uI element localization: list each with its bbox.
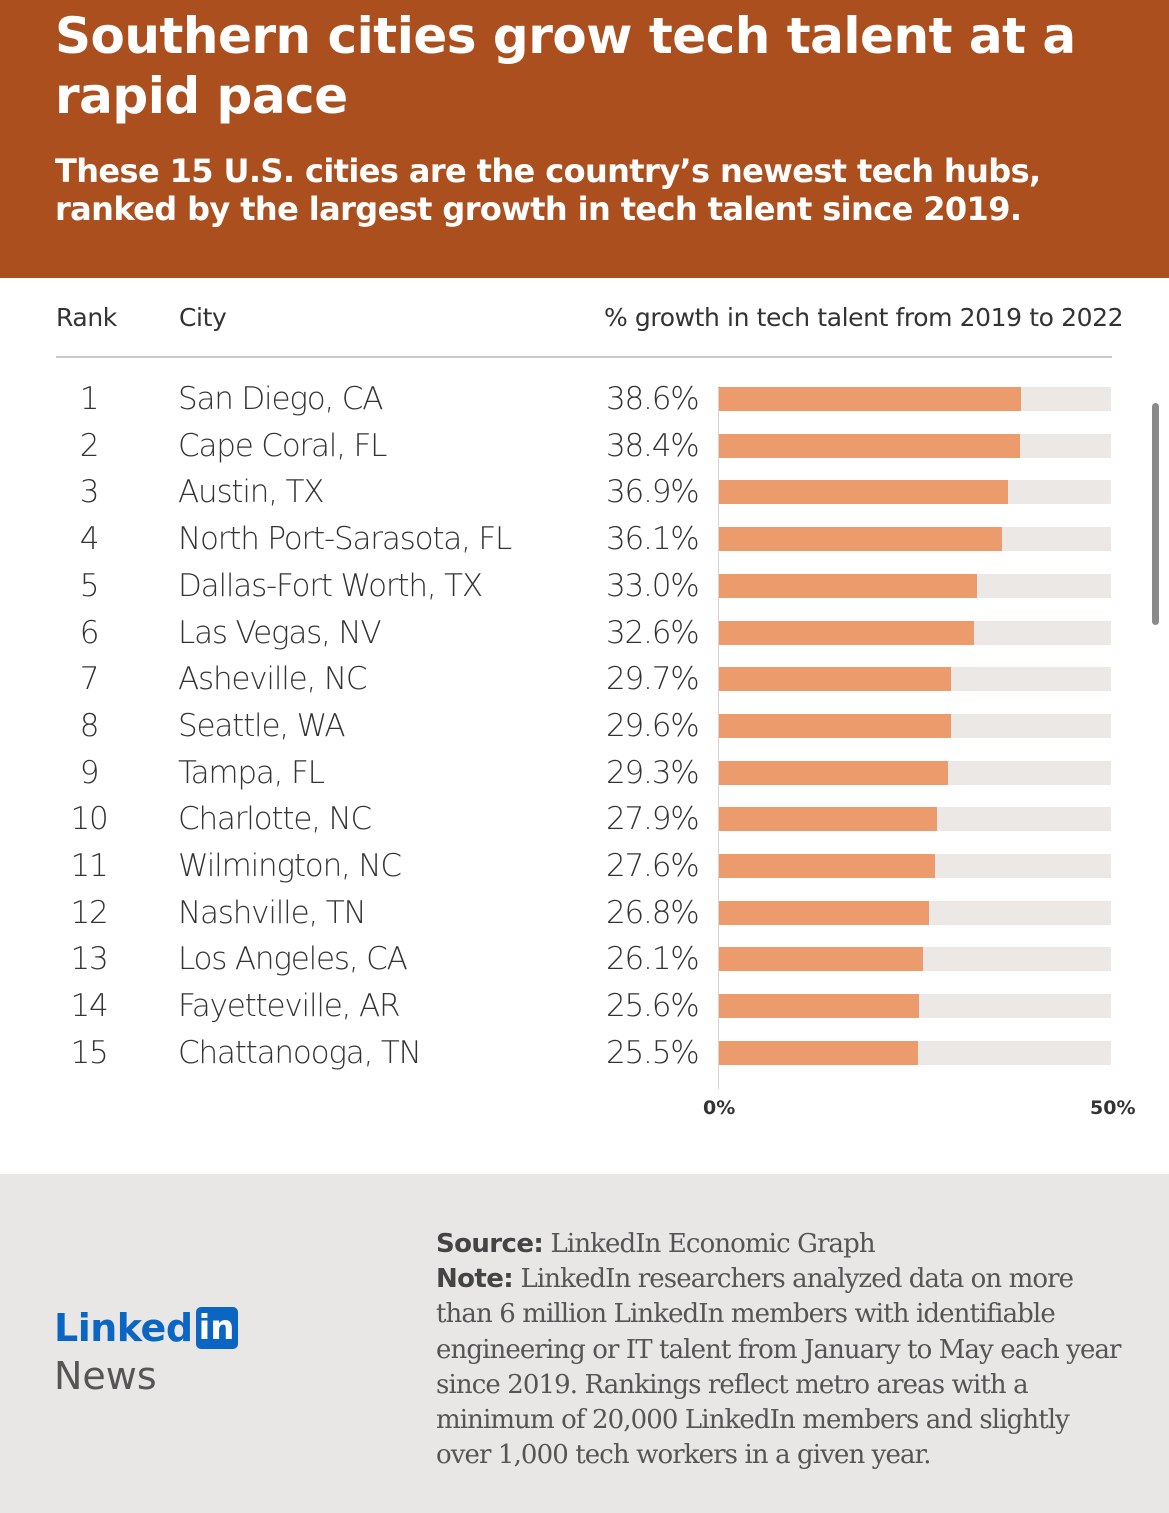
- chart-subtitle: These 15 U.S. cities are the country’s n…: [55, 152, 1041, 228]
- value-label: 29.3%: [606, 754, 700, 791]
- rank-cell: 5: [79, 567, 100, 604]
- city-label: Austin, TX: [178, 474, 325, 511]
- city-label: San Diego, CA: [178, 381, 383, 417]
- x-axis-zero-line: [718, 388, 719, 1089]
- rank-cell: 6: [79, 614, 100, 651]
- footer-panel: [0, 1174, 1169, 1513]
- column-header-city: City: [179, 303, 227, 332]
- value-label: 29.6%: [606, 707, 700, 744]
- bar: [718, 433, 1020, 458]
- bar: [718, 900, 929, 925]
- rank-cell: 14: [70, 988, 108, 1025]
- linkedin-in-icon: in: [195, 1307, 238, 1349]
- ranking-chart: 1 San Diego, CA 38.6% 2 Cape Coral, FL 38.4% 3…: [70, 381, 1111, 1089]
- city-label: Chattanooga, TN: [178, 1034, 422, 1071]
- bar: [718, 387, 1022, 411]
- chart-title: Southern cities grow tech talent at a ra…: [55, 7, 1076, 125]
- rank-cell: 15: [70, 1034, 108, 1071]
- value-label: 32.6%: [606, 614, 700, 651]
- header-divider: [56, 356, 1112, 358]
- value-label: 33.0%: [606, 567, 700, 604]
- value-label: 26.8%: [606, 894, 700, 931]
- value-label: 26.1%: [606, 941, 700, 978]
- rank-cell: 12: [70, 894, 108, 931]
- value-label: 36.1%: [606, 521, 700, 558]
- value-label: 27.9%: [606, 801, 700, 838]
- news-wordmark: News: [54, 1354, 157, 1398]
- value-label: 36.9%: [606, 474, 700, 511]
- city-label: Las Vegas, NV: [178, 614, 382, 651]
- city-label: Seattle, WA: [178, 707, 346, 744]
- bar: [718, 947, 924, 972]
- bar: [718, 713, 951, 738]
- value-label: 25.6%: [606, 988, 700, 1025]
- rank-cell: 10: [70, 801, 108, 838]
- city-label: Tampa, FL: [178, 754, 325, 791]
- bar: [718, 620, 975, 645]
- header-banner: Southern cities grow tech talent at a ra…: [0, 0, 1169, 278]
- note-text: LinkedIn researchers analyzed data on mo…: [436, 1264, 1121, 1471]
- rank-cell: 8: [79, 707, 100, 744]
- linkedin-logo: Linked in: [54, 1306, 238, 1350]
- city-label: Los Angeles, CA: [178, 941, 408, 978]
- city-label: Wilmington, NC: [178, 848, 402, 884]
- bar: [718, 994, 920, 1019]
- rank-cell: 1: [79, 381, 100, 417]
- city-label: Dallas-Fort Worth, TX: [178, 567, 483, 604]
- rank-cell: 4: [79, 521, 100, 558]
- value-label: 38.6%: [606, 381, 700, 417]
- value-label: 29.7%: [606, 661, 700, 698]
- rank-cell: 9: [79, 754, 100, 791]
- city-label: Fayetteville, AR: [178, 988, 400, 1025]
- city-label: Asheville, NC: [178, 661, 367, 698]
- bar: [718, 480, 1009, 505]
- rank-cell: 13: [70, 941, 108, 978]
- source-label: Source:: [436, 1229, 544, 1259]
- source-text: LinkedIn Economic Graph: [550, 1229, 876, 1259]
- rank-cell: 11: [70, 848, 108, 884]
- rank-cell: 3: [79, 474, 100, 511]
- value-label: 27.6%: [606, 848, 700, 884]
- source-notes: Source: LinkedIn Economic Graph Note: Li…: [436, 1227, 1126, 1473]
- bar: [718, 760, 949, 785]
- x-tick-0: 0%: [703, 1097, 736, 1119]
- city-label: Cape Coral, FL: [178, 427, 387, 464]
- city-label: North Port-Sarasota, FL: [178, 521, 512, 558]
- city-label: Charlotte, NC: [178, 801, 372, 838]
- bar: [718, 573, 978, 598]
- bar: [718, 667, 952, 692]
- column-header-growth: % growth in tech talent from 2019 to 202…: [604, 303, 1124, 332]
- value-label: 25.5%: [606, 1034, 700, 1071]
- scrollbar[interactable]: [1152, 403, 1159, 625]
- value-label: 38.4%: [606, 427, 700, 464]
- bar: [718, 807, 938, 832]
- note-label: Note:: [436, 1264, 514, 1295]
- bar: [718, 527, 1002, 552]
- linkedin-wordmark: Linked: [54, 1306, 193, 1350]
- bar: [718, 1040, 919, 1065]
- bar: [718, 854, 935, 878]
- city-label: Nashville, TN: [178, 894, 367, 931]
- rank-cell: 2: [79, 427, 100, 464]
- x-tick-50: 50%: [1090, 1097, 1136, 1119]
- column-header-rank: Rank: [56, 303, 117, 332]
- rank-cell: 7: [79, 661, 100, 698]
